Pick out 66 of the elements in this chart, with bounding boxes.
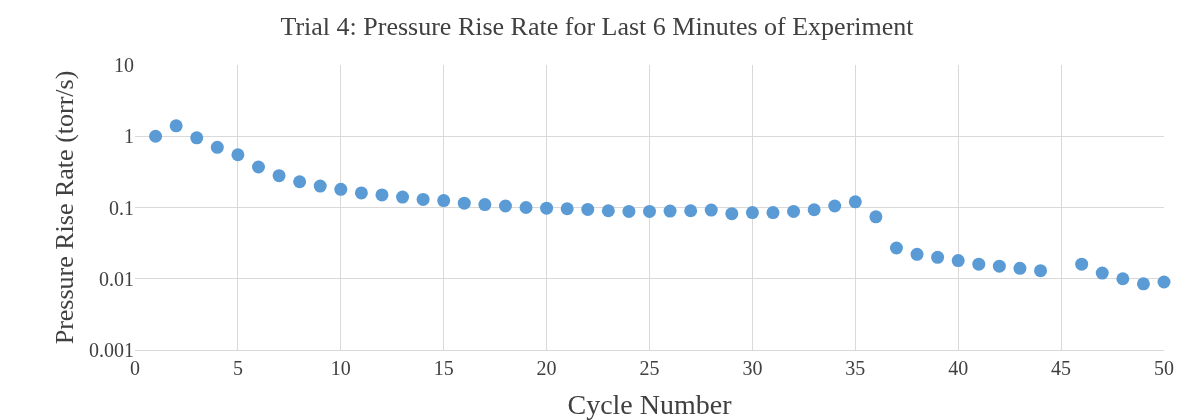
point [951,254,965,268]
point [437,194,451,208]
point [210,140,224,154]
x-tick-label: 25 [639,357,660,379]
point [787,204,801,218]
point [663,204,677,218]
point [1095,266,1109,280]
y-tick-label: 1 [124,125,134,148]
point [601,204,615,218]
point [931,250,945,264]
point [519,201,533,214]
point [416,192,430,206]
point [1116,272,1130,286]
point [869,210,883,224]
point [807,203,821,217]
point [1157,275,1171,289]
point [293,175,307,189]
point [231,148,245,162]
point [643,204,656,218]
point [498,199,512,213]
point [190,131,204,145]
point [910,247,924,261]
point [766,206,780,220]
x-tick-label: 5 [232,357,243,379]
point [169,119,183,133]
point [1136,277,1150,291]
x-tick-label: 35 [845,357,866,379]
point [725,207,739,221]
point [560,202,574,216]
x-tick-label: 20 [536,357,557,379]
x-axis-title: Cycle Number [567,389,733,420]
point [251,160,265,174]
point [889,241,903,255]
point [828,199,842,213]
point [540,201,554,215]
point [745,206,759,220]
x-tick-label: 50 [1154,357,1174,379]
point [149,129,163,143]
point [313,179,327,193]
point [704,203,718,217]
x-tick-label: 40 [948,357,969,379]
point [478,198,492,212]
point [848,195,862,209]
y-tick-label: 10 [114,54,134,76]
x-tick-label: 45 [1051,357,1072,379]
point [1013,261,1027,275]
point [354,186,368,200]
point [1075,257,1089,271]
point [622,204,636,218]
y-tick-label: 0.01 [99,267,134,290]
point [375,188,389,202]
chart-title: Trial 4: Pressure Rise Rate for Last 6 Minutes of Experiment [280,12,915,41]
x-tick-label: 15 [433,357,454,379]
point [334,182,348,196]
point [396,190,410,204]
point [272,169,286,183]
point [992,259,1006,273]
x-tick-label: 30 [742,357,763,379]
y-tick-label: 0.1 [109,196,134,219]
point [581,202,595,216]
point [1034,264,1048,278]
point [972,257,986,271]
point [684,204,698,218]
y-axis-title: Pressure Rise Rate (torr/s) [50,70,79,345]
x-tick-label: 10 [330,357,351,379]
point [457,196,471,210]
